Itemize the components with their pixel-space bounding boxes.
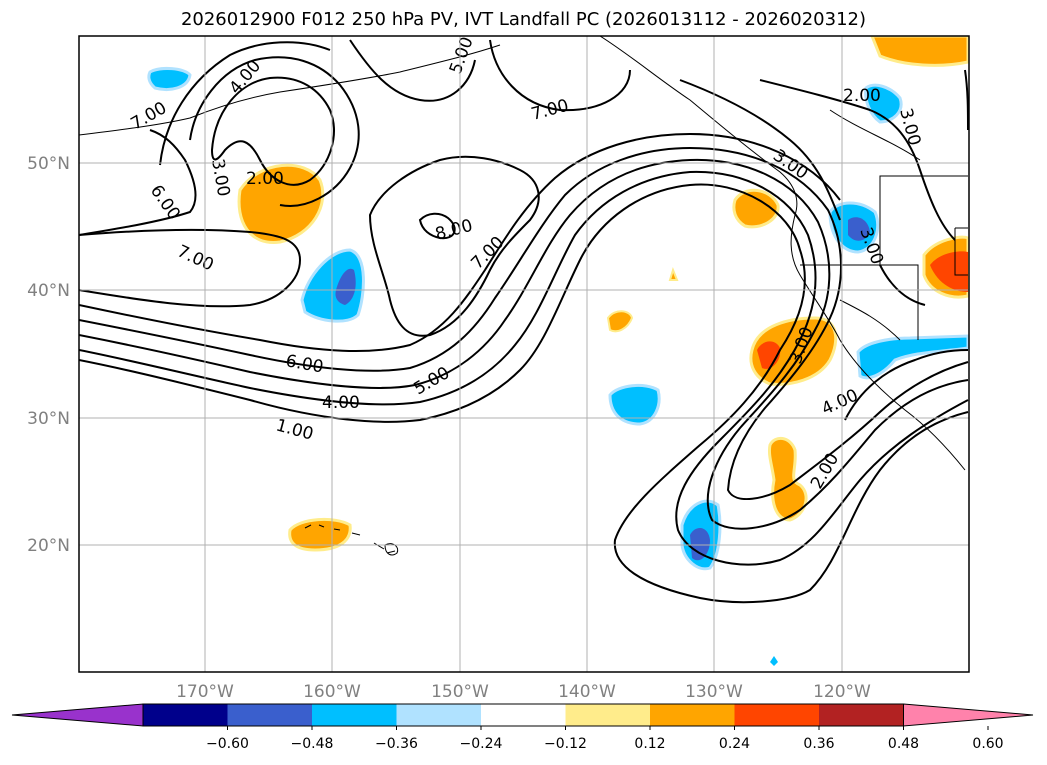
lon-label: 140°W <box>558 682 616 702</box>
positive-anomaly-blob <box>606 310 634 333</box>
negative-anomaly-blob <box>848 217 870 241</box>
lon-label: 170°W <box>176 682 234 702</box>
colorbar-tick-label: 0.48 <box>888 736 919 752</box>
colorbar: −0.60 −0.48 −0.36 −0.24 −0.12 0.12 0.24 0.36 0.4… <box>11 703 1034 752</box>
colorbar-segment <box>312 704 397 726</box>
negative-anomaly-blob <box>608 383 661 426</box>
lat-label: 40°N <box>27 281 70 301</box>
lon-label: 130°W <box>685 682 743 702</box>
colorbar-tick-label: 0.36 <box>803 736 834 752</box>
contour-label: 2.00 <box>843 86 881 106</box>
contour-label: 4.00 <box>322 393 360 413</box>
colorbar-extend-left <box>11 703 144 727</box>
pv-contours <box>79 39 969 604</box>
colorbar-tick-label: −0.12 <box>544 736 587 752</box>
map-title: 2026012900 F012 250 hPa PV, IVT Landfall… <box>180 9 867 30</box>
colorbar-tick-label: −0.60 <box>206 736 249 752</box>
contour-label: 2.00 <box>246 169 284 189</box>
gridlines <box>79 36 969 672</box>
colorbar-tick-label: 0.60 <box>972 736 1003 752</box>
coastlines <box>79 36 968 556</box>
positive-anomaly-blob <box>668 266 679 281</box>
map-frame <box>78 35 970 673</box>
colorbar-tick-label: 0.12 <box>634 736 665 752</box>
longitude-labels: 170°W 160°W 150°W 140°W 130°W 120°W <box>176 682 871 702</box>
colorbar-segment <box>565 704 650 726</box>
negative-anomaly-blob <box>770 656 778 666</box>
colorbar-segment <box>819 704 904 726</box>
positive-anomaly-blob <box>870 36 969 67</box>
lat-label: 50°N <box>27 154 70 174</box>
positive-anomaly-blob <box>732 189 780 229</box>
colorbar-segment <box>396 704 481 726</box>
lon-label: 120°W <box>813 682 871 702</box>
lon-label: 150°W <box>431 682 489 702</box>
negative-anomaly-blob <box>335 268 356 305</box>
colorbar-segment <box>650 704 735 726</box>
positive-anomaly-blob <box>930 251 968 292</box>
lat-label: 30°N <box>27 409 70 429</box>
latitude-labels: 50°N 40°N 30°N 20°N <box>27 154 70 556</box>
colorbar-segment <box>143 704 228 726</box>
colorbar-tick-label: −0.48 <box>291 736 334 752</box>
colorbar-tick-label: 0.24 <box>719 736 750 752</box>
colorbar-outline <box>142 703 904 727</box>
negative-anomaly-blob <box>856 334 969 380</box>
colorbar-extend-right <box>903 703 1034 727</box>
negative-anomaly-blob <box>147 66 192 91</box>
map-background <box>79 36 969 672</box>
colorbar-segment <box>227 704 312 726</box>
lon-label: 160°W <box>303 682 361 702</box>
colorbar-tick-label: −0.24 <box>460 736 503 752</box>
colorbar-tick-label: −0.36 <box>375 736 418 752</box>
colorbar-segment <box>734 704 819 726</box>
lat-label: 20°N <box>27 536 70 556</box>
negative-anomaly-blob <box>690 528 710 561</box>
colorbar-segment <box>481 704 566 726</box>
negative-anomaly-blob <box>300 248 365 323</box>
